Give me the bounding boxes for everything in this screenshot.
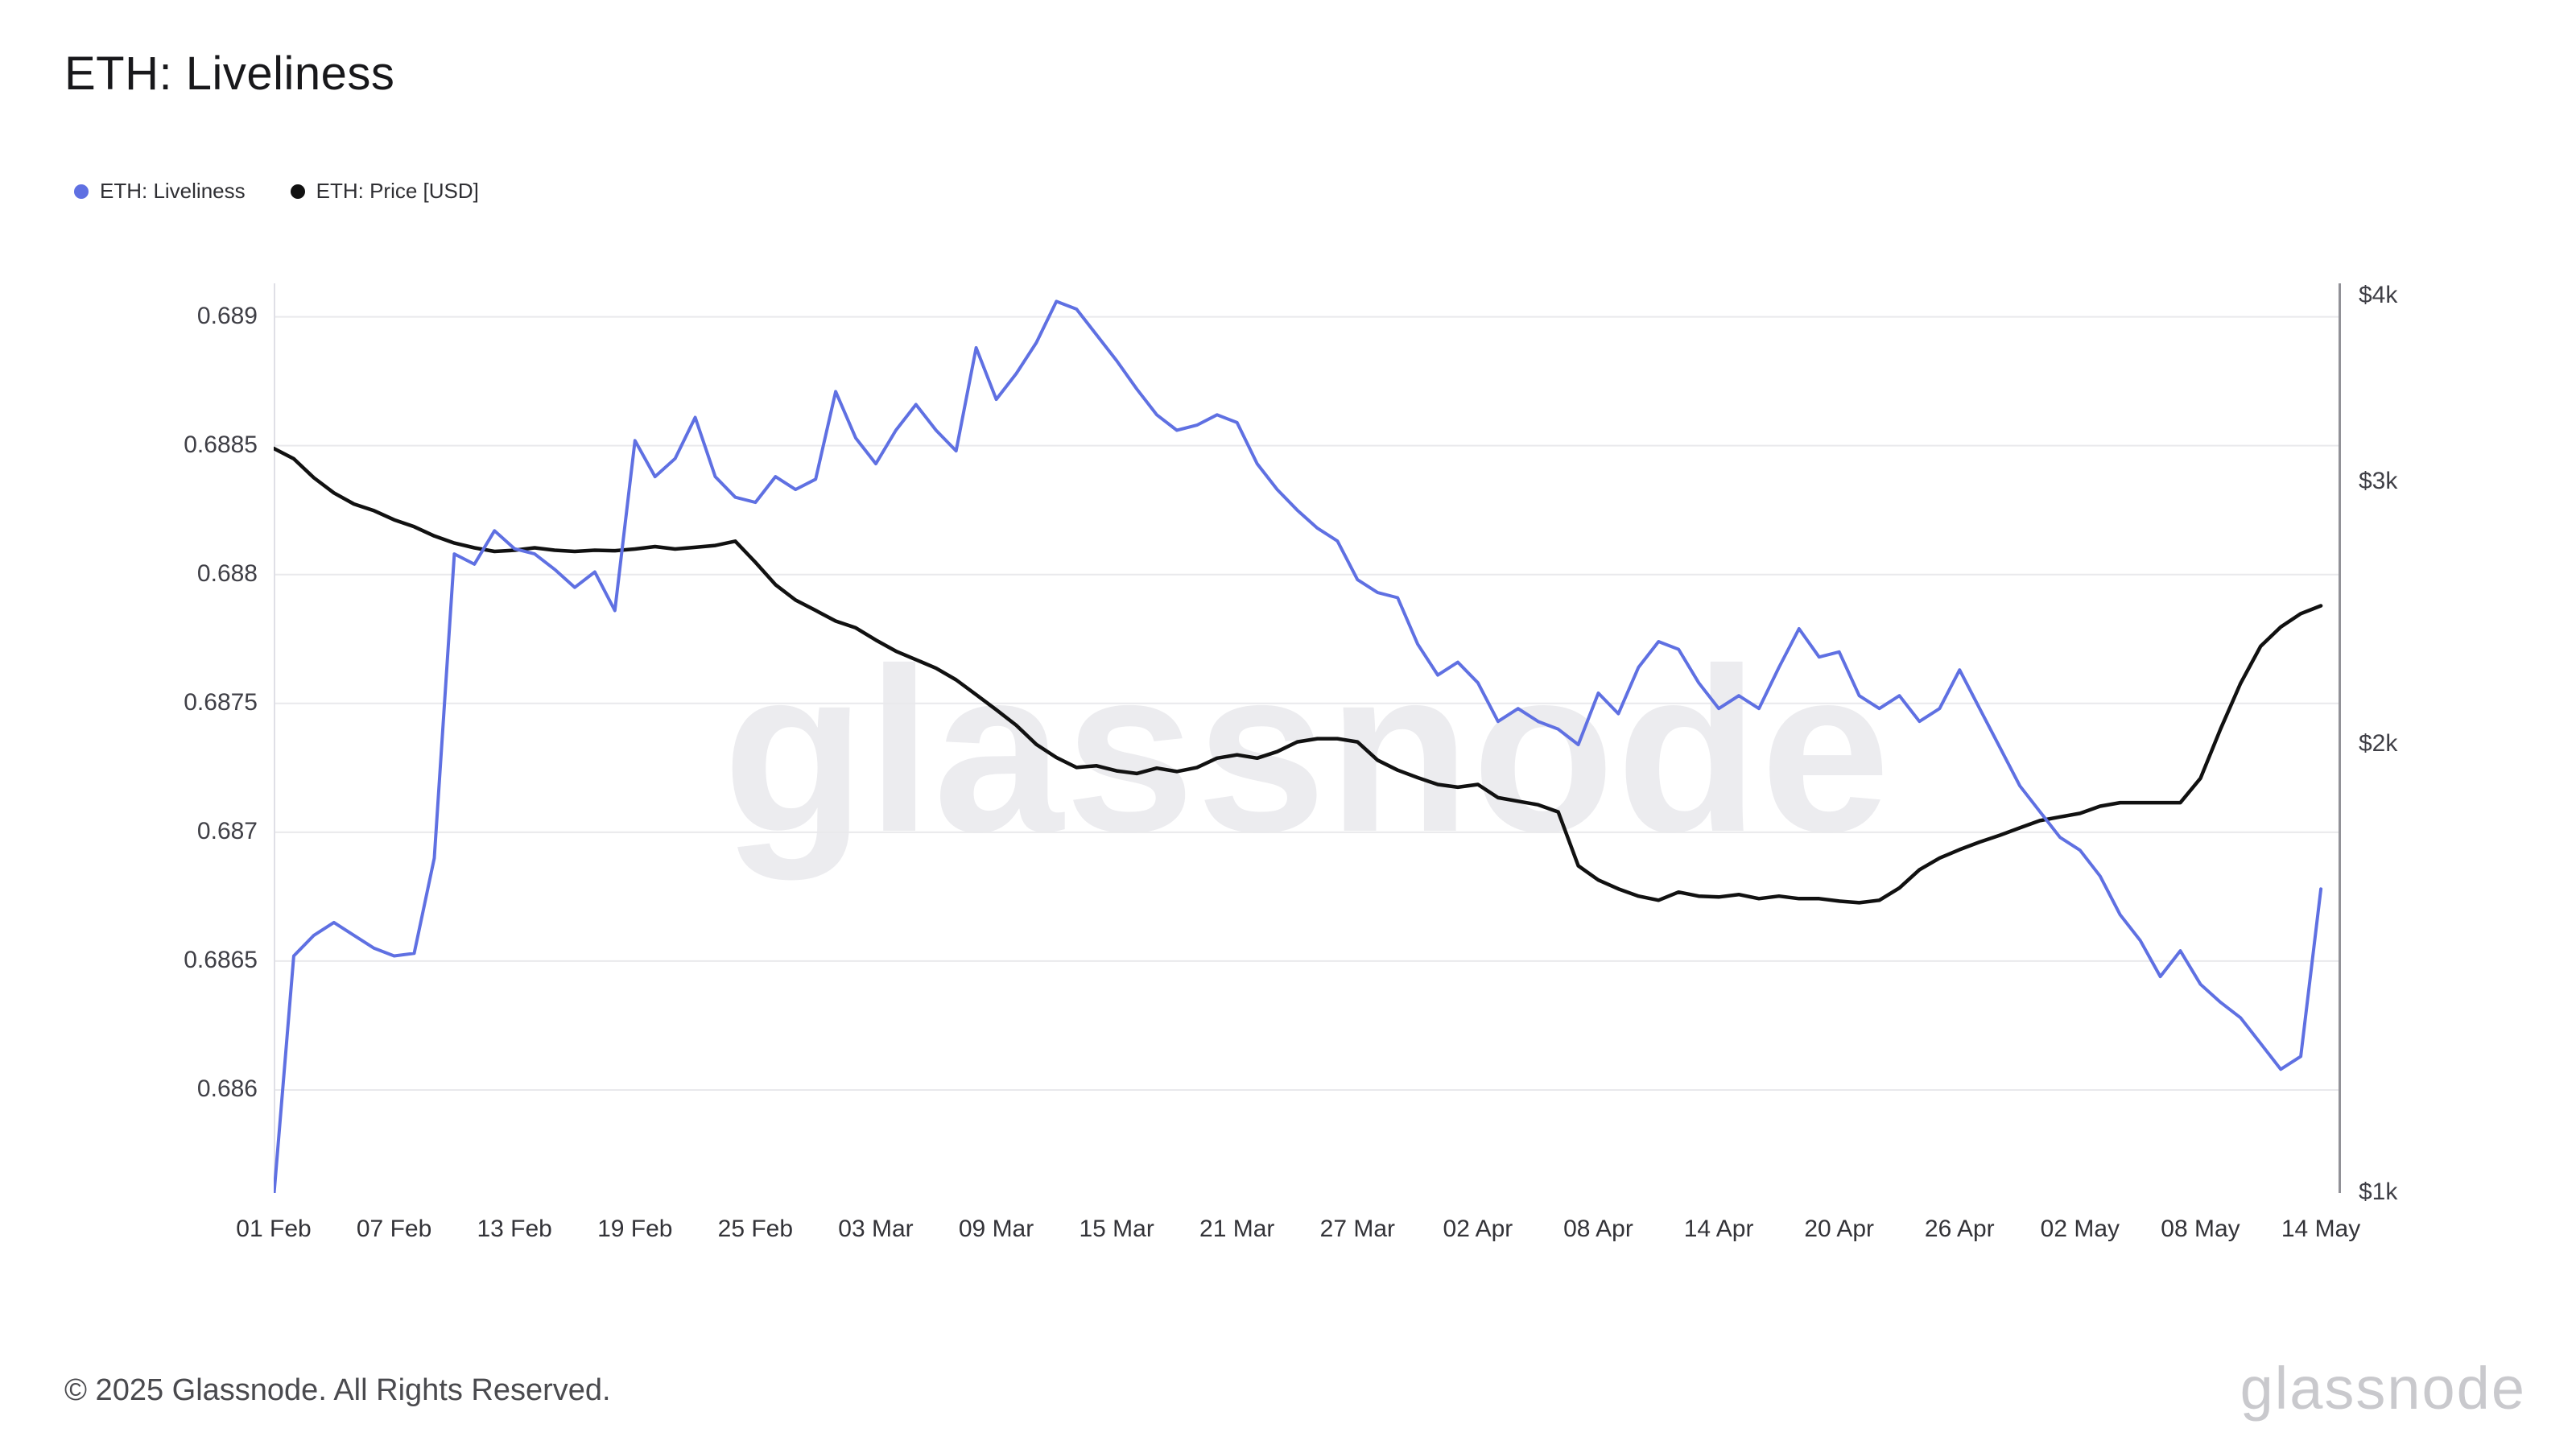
y-axis-label-right: $2k — [2359, 729, 2398, 757]
chart-plot-area[interactable]: glassnode — [274, 283, 2341, 1193]
series-line-price — [274, 446, 2323, 905]
x-axis-label: 26 Apr — [1924, 1216, 1995, 1242]
x-axis-label: 02 Apr — [1443, 1216, 1513, 1242]
x-axis-label: 14 May — [2281, 1216, 2361, 1242]
x-axis-label: 21 Mar — [1199, 1216, 1275, 1242]
y-axis-label-left: 0.688 — [196, 559, 258, 587]
legend-label-liveliness: ETH: Liveliness — [100, 179, 246, 203]
y-axis-label-left: 0.6865 — [184, 946, 258, 973]
x-axis-label: 08 Apr — [1563, 1216, 1633, 1242]
x-axis-label: 08 May — [2161, 1216, 2240, 1242]
x-axis-label: 02 May — [2040, 1216, 2120, 1242]
y-axis-label-right: $4k — [2359, 281, 2398, 308]
y-axis-label-right: $3k — [2359, 467, 2398, 494]
legend-item-price[interactable]: ETH: Price [USD] — [290, 179, 479, 204]
y-axis-label-right: $1k — [2359, 1179, 2398, 1205]
x-axis-label: 07 Feb — [356, 1216, 432, 1242]
legend-dot-liveliness-icon — [74, 184, 89, 199]
y-axis-label-left: 0.687 — [196, 817, 258, 844]
page-title: ETH: Liveliness — [64, 47, 395, 100]
glassnode-logo: glassnode — [2240, 1355, 2526, 1422]
legend-item-liveliness[interactable]: ETH: Liveliness — [74, 179, 246, 204]
y-axis-label-left: 0.6885 — [184, 431, 258, 458]
x-axis-label: 27 Mar — [1319, 1216, 1396, 1242]
x-axis-label: 14 Apr — [1683, 1216, 1754, 1242]
x-axis-label: 25 Feb — [717, 1216, 794, 1242]
x-axis-label: 19 Feb — [597, 1216, 673, 1242]
chart-canvas — [274, 283, 2341, 1193]
x-axis-label: 20 Apr — [1804, 1216, 1875, 1242]
footer-copyright: © 2025 Glassnode. All Rights Reserved. — [64, 1373, 611, 1407]
legend: ETH: Liveliness ETH: Price [USD] — [74, 179, 479, 204]
legend-label-price: ETH: Price [USD] — [316, 179, 479, 203]
x-axis-label: 01 Feb — [236, 1216, 312, 1242]
y-axis-label-left: 0.689 — [196, 302, 258, 329]
y-axis-label-left: 0.6875 — [184, 688, 258, 716]
x-axis-label: 09 Mar — [958, 1216, 1034, 1242]
x-axis-label: 15 Mar — [1079, 1216, 1154, 1242]
x-axis-label: 13 Feb — [477, 1216, 552, 1242]
series-line-liveliness — [274, 299, 2323, 1193]
legend-dot-price-icon — [290, 184, 305, 199]
y-axis-label-left: 0.686 — [196, 1075, 258, 1102]
x-axis-label: 03 Mar — [838, 1216, 914, 1242]
